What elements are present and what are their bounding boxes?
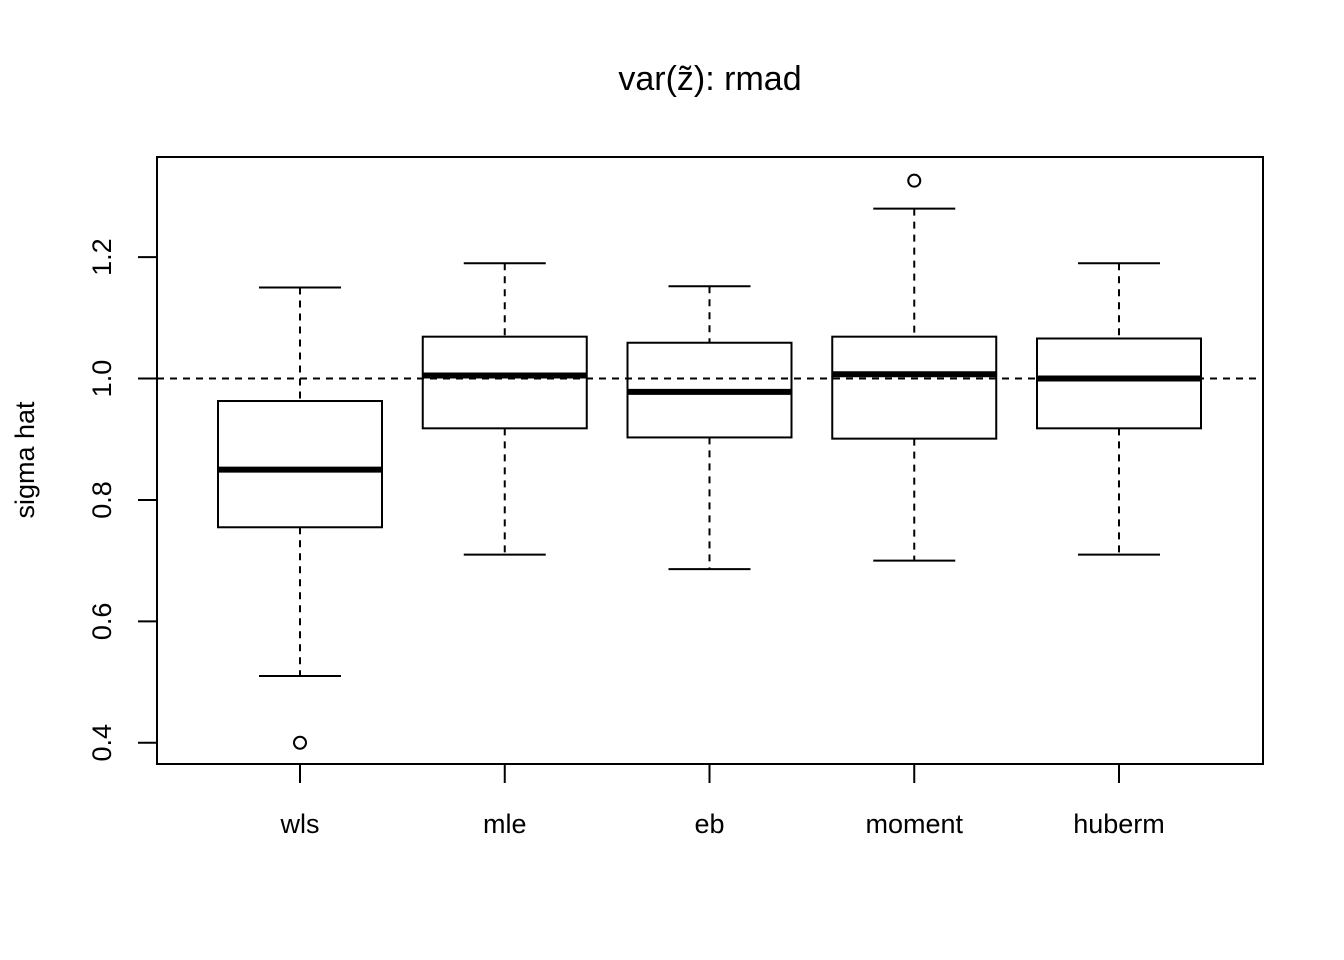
y-tick-label: 0.6 xyxy=(87,603,117,641)
outlier-point xyxy=(907,173,922,188)
box-iqr xyxy=(1036,337,1202,430)
y-axis: 0.4 0.6 0.8 1.0 1.2 xyxy=(87,238,158,762)
y-tick-label: 1.2 xyxy=(87,238,117,276)
chart-title: var(z̃): rmad xyxy=(618,60,801,98)
x-tick-label: huberm xyxy=(1073,809,1165,839)
box-eb xyxy=(626,285,793,571)
x-tick-label: mle xyxy=(483,809,527,839)
box-huberm xyxy=(1036,262,1202,556)
box-mle xyxy=(421,262,588,556)
y-tick-label: 0.8 xyxy=(87,481,117,519)
box-iqr xyxy=(217,400,383,529)
box-iqr xyxy=(831,335,998,440)
y-tick-label: 1.0 xyxy=(87,360,117,398)
y-axis-label: sigma hat xyxy=(10,401,40,519)
box-iqr xyxy=(421,335,588,430)
y-tick-label: 0.4 xyxy=(87,724,117,762)
x-axis: wls mle eb moment huberm xyxy=(280,763,1165,839)
boxes xyxy=(157,173,1263,750)
box-moment xyxy=(831,173,998,562)
box-wls xyxy=(217,286,383,750)
x-tick-label: moment xyxy=(865,809,963,839)
x-tick-label: wls xyxy=(280,809,320,839)
x-tick-label: eb xyxy=(694,809,724,839)
outlier-point xyxy=(293,735,307,750)
